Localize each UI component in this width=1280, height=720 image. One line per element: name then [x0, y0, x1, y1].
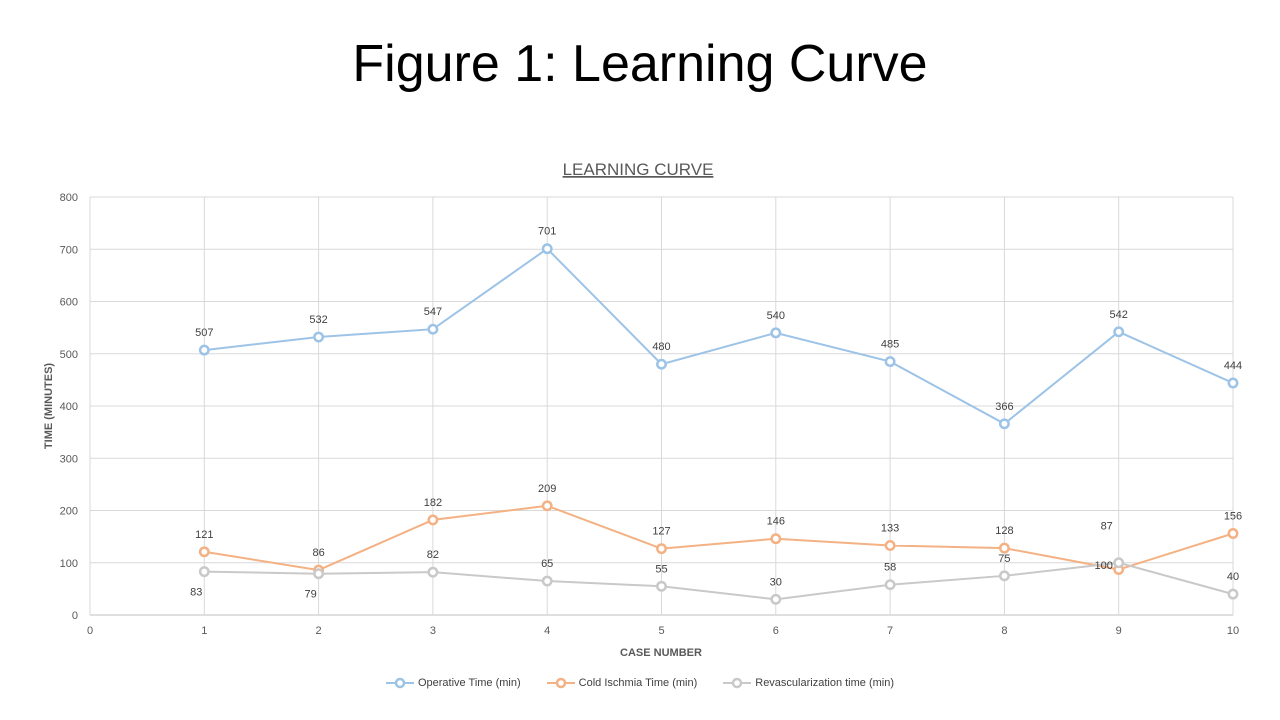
data-point	[427, 323, 439, 335]
x-tick-label: 1	[201, 625, 207, 637]
data-label: 128	[995, 525, 1013, 537]
data-point	[198, 566, 210, 578]
legend-swatch	[546, 677, 575, 689]
y-tick-label: 100	[60, 558, 78, 570]
data-point	[656, 580, 667, 592]
data-label: 701	[538, 226, 556, 238]
legend-label: Cold Ischmia Time (min)	[578, 677, 698, 689]
data-point	[770, 593, 782, 605]
data-label: 30	[770, 576, 782, 588]
data-label: 182	[424, 497, 442, 509]
data-label: 58	[884, 562, 896, 574]
data-point	[770, 533, 782, 545]
data-point	[1227, 588, 1239, 600]
data-label: 82	[427, 549, 439, 561]
data-label: 540	[767, 310, 785, 322]
y-tick-label: 200	[60, 506, 78, 518]
data-label: 542	[1110, 309, 1128, 321]
data-point	[1113, 326, 1125, 338]
y-tick-label: 600	[60, 297, 78, 309]
y-tick-label: 0	[72, 610, 78, 622]
data-point	[998, 570, 1010, 582]
data-label: 444	[1224, 360, 1242, 372]
data-point	[1227, 528, 1239, 539]
x-tick-label: 9	[1116, 625, 1122, 637]
legend-label: Operative Time (min)	[417, 677, 521, 689]
data-point	[884, 579, 896, 591]
data-label: 65	[541, 558, 553, 570]
data-point	[656, 543, 667, 555]
x-axis-title: CASE NUMBER	[620, 647, 702, 659]
data-label: 156	[1224, 510, 1242, 522]
y-tick-label: 400	[60, 401, 78, 413]
data-point	[884, 356, 896, 368]
data-label: 133	[881, 523, 899, 535]
data-label: 79	[304, 589, 316, 601]
y-tick-label: 300	[60, 453, 78, 465]
legend-swatch	[385, 677, 414, 689]
y-axis-title: TIME (MINUTES)	[43, 363, 55, 449]
data-point	[541, 243, 553, 255]
data-label: 366	[995, 401, 1013, 413]
data-point	[1227, 377, 1239, 389]
data-label: 86	[312, 547, 324, 559]
x-tick-label: 10	[1227, 625, 1239, 637]
data-point	[541, 575, 553, 587]
legend-item: Cold Ischmia Time (min)	[546, 677, 698, 689]
x-tick-label: 0	[87, 625, 93, 637]
data-label: 507	[195, 327, 213, 339]
x-tick-label: 4	[544, 625, 550, 637]
y-tick-label: 800	[60, 192, 78, 204]
chart-legend: Operative Time (min) Cold Ischmia Time (m…	[0, 677, 1280, 689]
data-label: 87	[1101, 521, 1113, 533]
data-label: 75	[998, 553, 1010, 565]
legend-item: Operative Time (min)	[385, 677, 521, 689]
data-label: 100	[1095, 560, 1113, 572]
data-point	[198, 546, 210, 558]
x-tick-label: 6	[773, 625, 779, 637]
slide-title: Figure 1: Learning Curve	[352, 35, 928, 93]
series-line-0	[204, 247, 1234, 425]
series-line-1	[204, 504, 1234, 572]
data-label: 55	[655, 563, 667, 575]
data-point	[427, 514, 439, 526]
data-label: 547	[424, 306, 442, 318]
data-label: 83	[190, 587, 202, 599]
data-point	[656, 358, 667, 370]
chart-title: LEARNING CURVE	[563, 160, 714, 179]
x-tick-label: 2	[316, 625, 322, 637]
data-point	[541, 500, 553, 512]
x-tick-label: 3	[430, 625, 436, 637]
legend-label: Revascularization time (min)	[755, 677, 895, 689]
legend-item: Revascularization time (min)	[723, 677, 894, 689]
data-point	[427, 566, 439, 578]
series-line-2	[204, 561, 1234, 601]
x-tick-label: 7	[887, 625, 893, 637]
data-label: 209	[538, 483, 556, 495]
data-label: 146	[767, 516, 785, 528]
data-label: 40	[1227, 571, 1239, 583]
data-point	[998, 418, 1010, 430]
data-point	[884, 540, 896, 551]
legend-swatch	[723, 677, 752, 689]
y-tick-label: 500	[60, 349, 78, 361]
data-label: 127	[652, 526, 670, 538]
data-label: 121	[195, 529, 213, 541]
data-point	[770, 327, 782, 339]
x-tick-label: 5	[658, 625, 664, 637]
data-point	[313, 568, 325, 580]
data-label: 532	[309, 314, 327, 326]
data-point	[313, 331, 325, 343]
y-tick-label: 700	[60, 244, 78, 256]
data-label: 480	[652, 341, 670, 353]
data-label: 485	[881, 339, 899, 351]
x-tick-label: 8	[1001, 625, 1007, 637]
data-point	[998, 542, 1010, 554]
data-point	[198, 344, 210, 356]
data-point	[1113, 557, 1125, 569]
